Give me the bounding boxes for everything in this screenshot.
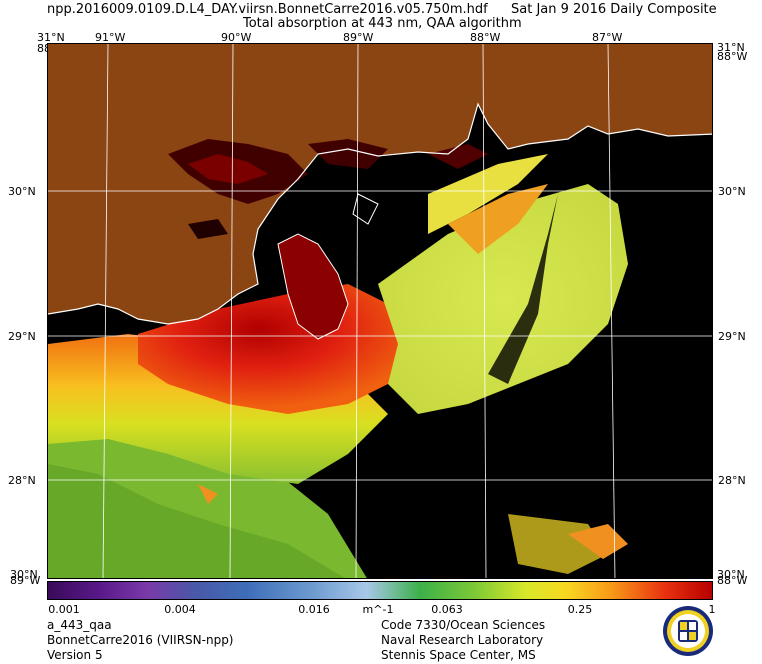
- shelf-green-region-2: [48, 464, 345, 578]
- footer-code: Code 7330/Ocean Sciences: [381, 618, 546, 632]
- lat-label-29n-left: 29°N: [8, 330, 36, 343]
- lat-label-28n-right: 28°N: [718, 474, 746, 487]
- satellite-map[interactable]: [47, 43, 713, 579]
- map-canvas: [48, 44, 712, 578]
- corner-bottom-right-lon: 88°W: [717, 574, 748, 587]
- orange-patch: [448, 184, 548, 254]
- lat-label-28n-left: 28°N: [8, 474, 36, 487]
- graticule: [48, 44, 712, 578]
- mobile-bay: [428, 144, 488, 169]
- lon-label-90w: 90°W: [221, 31, 252, 44]
- colorbar-tick-025: 0.25: [567, 603, 593, 616]
- product-title: Total absorption at 443 nm, QAA algorith…: [243, 16, 522, 31]
- colorbar-tick-0063: 0.063: [431, 603, 463, 616]
- footer-product-name: a_443_qaa: [47, 618, 112, 632]
- southeast-orange: [568, 524, 628, 559]
- footer-lab: Naval Research Laboratory: [381, 633, 544, 647]
- corner-bottom-left-lat: 30°N: [10, 568, 38, 581]
- southwest-orange: [198, 484, 218, 504]
- lon-label-88w: 88°W: [470, 31, 501, 44]
- lon-label-87w: 87°W: [592, 31, 623, 44]
- filename-title: npp.2016009.0109.D.L4_DAY.viirsn.BonnetC…: [47, 2, 488, 17]
- corner-bottom-right-lat: 30°N: [717, 568, 745, 581]
- corner-bottom-left-lon: 89°W: [10, 574, 41, 587]
- chandeleur-islands: [352, 193, 379, 225]
- footer-location: Stennis Space Center, MS: [381, 648, 536, 662]
- eastern-plume-yellow: [378, 184, 628, 414]
- footer-region: BonnetCarre2016 (VIIRSN-npp): [47, 633, 234, 647]
- naval-research-laboratory-seal: [663, 606, 713, 656]
- mississippi-delta: [277, 233, 349, 340]
- corner-top-right-lon: 88°W: [717, 50, 748, 63]
- corner-top-right-lat: 31°N: [717, 41, 745, 54]
- southeast-patch: [508, 514, 608, 574]
- mobile-bay-plume: [428, 154, 548, 234]
- dark-streak: [488, 194, 558, 384]
- lake-small: [188, 219, 228, 239]
- composite-date: Sat Jan 9 2016 Daily Composite: [511, 2, 717, 17]
- lake-interior: [188, 154, 268, 184]
- colorbar: [47, 581, 713, 600]
- marsh-east: [308, 139, 388, 169]
- colorbar-tick-1: 1: [708, 603, 716, 616]
- colorbar-units: m^-1: [362, 603, 394, 616]
- corner-top-left-lat: 31°N: [37, 31, 65, 44]
- colorbar-tick-0004: 0.004: [164, 603, 196, 616]
- lat-label-29n-right: 29°N: [718, 330, 746, 343]
- footer-version: Version 5: [47, 648, 103, 662]
- lat-label-30n-left: 30°N: [8, 185, 36, 198]
- lat-label-30n-right: 30°N: [718, 185, 746, 198]
- lon-label-89w: 89°W: [343, 31, 374, 44]
- land-mass: [48, 44, 712, 324]
- colorbar-tick-0001: 0.001: [48, 603, 80, 616]
- lon-label-91w: 91°W: [95, 31, 126, 44]
- colorbar-tick-0016: 0.016: [298, 603, 330, 616]
- coastline: [48, 102, 712, 325]
